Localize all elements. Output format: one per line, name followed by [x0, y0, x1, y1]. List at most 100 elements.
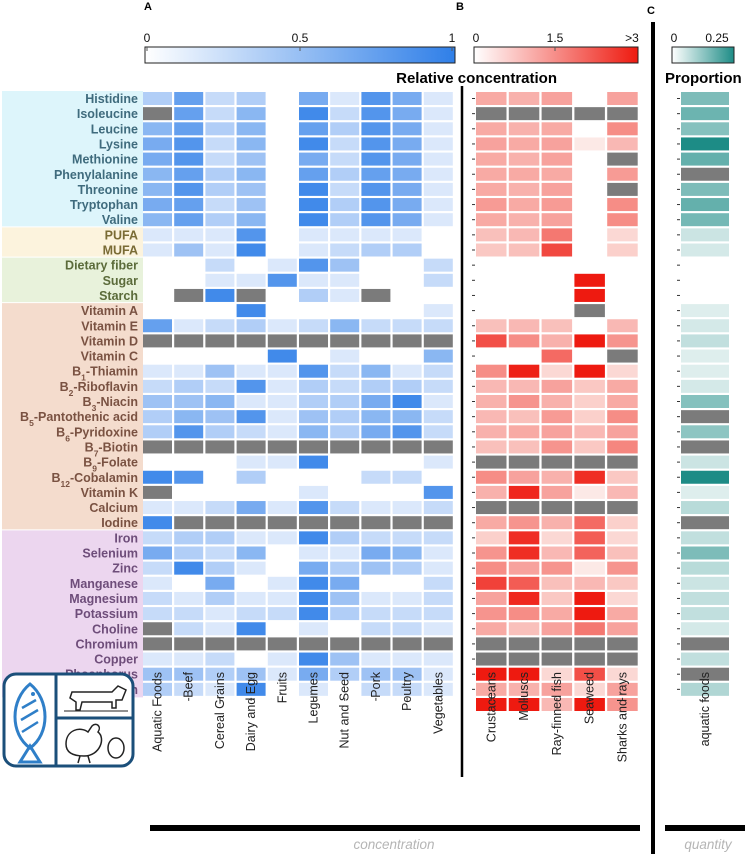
- cell-b-37-2: [541, 652, 573, 666]
- cell-c-32-0: [681, 576, 729, 590]
- cell-a-18-1: [174, 364, 204, 378]
- cell-b-21-3: [574, 410, 605, 424]
- cell-b-22-4: [607, 425, 638, 439]
- cell-a-26-0: [143, 485, 172, 499]
- cell-a-11-4: [267, 258, 297, 272]
- cell-a-38-7: [361, 667, 391, 681]
- cell-a-12-0: [143, 273, 172, 287]
- cell-b-0-2: [541, 92, 573, 105]
- cell-b-39-3: [574, 682, 605, 696]
- cell-c-27-0: [681, 501, 729, 515]
- cell-a-23-4: [267, 440, 297, 454]
- cell-a-32-7: [361, 576, 391, 590]
- cell-a-14-3: [236, 304, 266, 318]
- row-label-19: B2-Riboflavin: [60, 380, 138, 398]
- row-ticks-c: [677, 98, 680, 690]
- cell-b-9-0: [476, 228, 507, 242]
- cell-a-20-5: [299, 395, 328, 408]
- cell-a-0-8: [392, 92, 422, 105]
- row-label-28: Iodine: [101, 516, 138, 530]
- cell-b-9-4: [607, 228, 638, 242]
- cell-a-38-5: [299, 667, 328, 681]
- cell-a-38-8: [392, 667, 422, 681]
- cell-b-26-1: [508, 485, 540, 499]
- cell-a-37-4: [267, 652, 297, 666]
- cell-b-14-4: [607, 304, 638, 318]
- cell-a-33-6: [330, 591, 360, 605]
- cell-a-24-8: [392, 455, 422, 469]
- cell-b-35-1: [508, 622, 540, 636]
- cell-a-23-2: [205, 440, 235, 454]
- cell-a-32-8: [392, 576, 422, 590]
- cell-a-38-4: [267, 667, 297, 681]
- cell-a-5-3: [236, 167, 266, 181]
- cell-a-6-7: [361, 182, 391, 196]
- cell-a-10-0: [143, 243, 172, 257]
- cell-b-28-4: [607, 516, 638, 530]
- row-label-25: B12-Cobalamin: [51, 471, 138, 489]
- cell-a-33-4: [267, 591, 297, 605]
- cell-a-1-7: [361, 107, 391, 121]
- cell-b-7-3: [574, 198, 605, 212]
- cell-b-30-4: [607, 546, 638, 560]
- cell-b-27-3: [574, 501, 605, 515]
- cell-a-19-3: [236, 379, 266, 393]
- cell-a-26-4: [267, 485, 297, 499]
- cell-a-6-0: [143, 182, 172, 196]
- cell-a-39-8: [392, 682, 422, 696]
- cell-a-17-4: [267, 349, 297, 363]
- cell-b-11-3: [574, 258, 605, 272]
- cell-a-13-6: [330, 288, 360, 302]
- cell-a-34-9: [423, 607, 453, 621]
- cell-b-21-1: [508, 410, 540, 424]
- cell-a-36-2: [205, 637, 235, 651]
- cell-b-33-1: [508, 591, 540, 605]
- cell-a-14-1: [174, 304, 204, 318]
- cell-c-7-0: [681, 198, 729, 212]
- cell-a-29-5: [299, 531, 328, 545]
- cell-a-29-1: [174, 531, 204, 545]
- cell-a-35-8: [392, 622, 422, 636]
- cell-a-2-8: [392, 122, 422, 136]
- cell-a-16-6: [330, 334, 360, 348]
- cell-b-26-0: [476, 485, 507, 499]
- cell-b-22-3: [574, 425, 605, 439]
- cell-a-12-9: [423, 273, 453, 287]
- chicken-icon: [65, 723, 103, 764]
- cell-b-8-3: [574, 213, 605, 227]
- cell-a-38-6: [330, 667, 360, 681]
- cell-a-15-1: [174, 319, 204, 333]
- cell-a-11-2: [205, 258, 235, 272]
- cell-a-13-4: [267, 288, 297, 302]
- cell-a-9-4: [267, 228, 297, 242]
- cell-b-11-4: [607, 258, 638, 272]
- cell-a-12-4: [267, 273, 297, 287]
- cell-a-7-0: [143, 198, 172, 212]
- cell-a-12-7: [361, 273, 391, 287]
- cell-b-2-3: [574, 122, 605, 136]
- row-label-27: Calcium: [89, 501, 138, 515]
- cell-c-5-0: [681, 167, 729, 181]
- cell-b-6-2: [541, 182, 573, 196]
- cell-b-19-0: [476, 379, 507, 393]
- cell-b-14-1: [508, 304, 540, 318]
- cell-a-21-5: [299, 410, 328, 424]
- cell-a-0-4: [267, 92, 297, 105]
- cell-a-27-0: [143, 501, 172, 515]
- cell-b-31-1: [508, 561, 540, 575]
- cell-b-38-1: [508, 667, 540, 681]
- cell-a-6-9: [423, 182, 453, 196]
- cell-a-21-2: [205, 410, 235, 424]
- cell-c-36-0: [681, 637, 729, 651]
- cell-a-32-6: [330, 576, 360, 590]
- cell-a-4-8: [392, 152, 422, 166]
- cell-a-35-6: [330, 622, 360, 636]
- cell-a-36-5: [299, 637, 328, 651]
- cell-a-1-6: [330, 107, 360, 121]
- cell-b-16-1: [508, 334, 540, 348]
- cell-a-13-8: [392, 288, 422, 302]
- cell-b-34-2: [541, 607, 573, 621]
- cell-a-27-6: [330, 501, 360, 515]
- cell-b-0-1: [508, 92, 540, 105]
